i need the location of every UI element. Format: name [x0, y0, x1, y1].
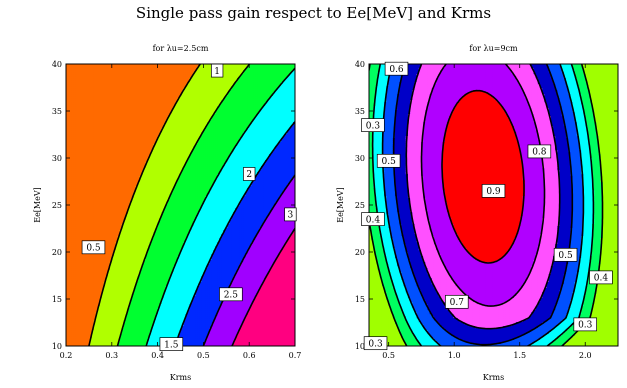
contour-label: 3: [284, 207, 297, 222]
y-tick-label: 40: [52, 60, 62, 69]
contour-label: 0.8: [527, 144, 552, 159]
contour-label: 0.5: [376, 153, 401, 168]
contour-lines: [88, 64, 295, 346]
y-tick-label: 20: [355, 248, 365, 257]
x-axis-label: Krms: [170, 373, 192, 382]
x-tick-label: 0.6: [243, 351, 256, 360]
contour-line-0.8: [420, 64, 546, 307]
contour-label: 0.3: [363, 336, 388, 351]
contour-fill: [369, 64, 618, 346]
contour-line-0.5: [88, 64, 201, 346]
contour-label: 1.5: [159, 337, 184, 351]
contour-line-1.5: [145, 67, 295, 346]
contour-label: 0.4: [361, 212, 385, 226]
contour-label: 0.6: [384, 61, 409, 76]
y-tick-label: 25: [355, 201, 365, 210]
contour-label: 0.3: [573, 317, 597, 332]
x-axis-label: Krms: [483, 373, 505, 382]
contour-label: 0.7: [445, 294, 469, 309]
x-tick-label: 0.2: [60, 351, 73, 360]
x-tick-label: 0.5: [382, 351, 395, 360]
y-tick-label: 15: [52, 295, 62, 304]
x-tick-label: 0.5: [197, 351, 210, 360]
x-tick-label: 0.4: [151, 351, 164, 360]
x-tick-label: 1.5: [513, 351, 526, 360]
y-tick-label: 25: [52, 201, 62, 210]
y-tick-label: 15: [355, 295, 365, 304]
y-tick-label: 35: [52, 107, 62, 116]
chart-panel-1: 0.2 0.3 0.4 0.5 0.6 0.7 10 15 20 25 30 35 40 for λu=2…: [33, 44, 301, 382]
y-tick-label: 10: [52, 342, 62, 351]
y-axis-label: Ee[MeV]: [336, 187, 345, 223]
y-tick-label: 20: [52, 248, 62, 257]
contour-label: 0.9: [481, 184, 506, 198]
contour-line-1: [116, 64, 251, 346]
contour-line-2.5: [202, 174, 295, 346]
chart-panel-2: 0.5 1.0 1.5 2.0 10 15 20 25 30 35 40 for λu=9cm Krms…: [336, 44, 619, 382]
contour-label: 0.5: [553, 247, 578, 262]
x-tick-label: 2.0: [579, 351, 592, 360]
panel-subtitle: for λu=9cm: [469, 44, 518, 53]
contour-line-0.7: [405, 64, 561, 330]
contour-fill: [66, 64, 295, 346]
x-tick-label: 0.7: [289, 351, 302, 360]
y-tick-label: 35: [355, 107, 365, 116]
contour-line-0.9: [441, 89, 525, 264]
contour-label: 0.4: [589, 270, 613, 285]
x-tick-label: 0.3: [105, 351, 118, 360]
chart-title: Single pass gain respect to Ee[MeV] and …: [0, 4, 627, 22]
contour-line-3: [231, 227, 295, 346]
y-tick-label: 30: [355, 154, 365, 163]
y-tick-label: 40: [355, 60, 365, 69]
contour-label: 2: [243, 167, 256, 181]
contour-label: 0.3: [361, 118, 385, 132]
contour-label: 0.5: [81, 240, 106, 255]
y-tick-label: 10: [355, 342, 365, 351]
contour-label: 1: [210, 63, 224, 78]
x-tick-label: 1.0: [448, 351, 461, 360]
y-axis-label: Ee[MeV]: [33, 187, 42, 223]
y-tick-label: 30: [52, 154, 62, 163]
contour-label: 2.5: [219, 287, 243, 302]
panel-subtitle: for λu=2.5cm: [153, 44, 209, 53]
